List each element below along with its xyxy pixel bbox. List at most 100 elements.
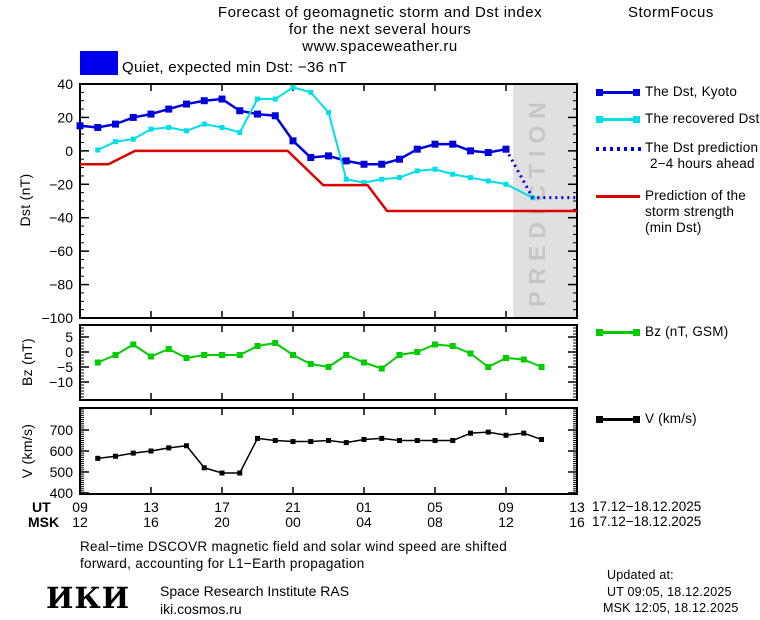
data-point-marker bbox=[432, 438, 438, 444]
data-point-marker bbox=[396, 352, 403, 358]
footer-note-line2: forward, accounting for L1−Earth propaga… bbox=[80, 556, 365, 571]
series-the-dst-prediction-2-4-hours-ahead bbox=[504, 148, 576, 200]
y-tick-label: 5 bbox=[65, 329, 73, 345]
data-point-marker bbox=[520, 356, 527, 363]
bz-marker-icon bbox=[633, 329, 640, 336]
data-point-marker bbox=[130, 450, 136, 456]
data-point-marker bbox=[343, 176, 349, 182]
data-point-marker bbox=[236, 107, 244, 115]
data-point-marker bbox=[236, 352, 243, 358]
legend-kyoto-label: The Dst, Kyoto bbox=[645, 84, 738, 99]
data-point-marker bbox=[201, 352, 208, 358]
data-point-marker bbox=[538, 364, 545, 370]
data-point-marker bbox=[113, 453, 118, 459]
kyoto-marker-icon bbox=[633, 89, 640, 96]
x-tick-label: 09 bbox=[498, 499, 514, 515]
legend-strength-line1: Prediction of the bbox=[645, 188, 746, 203]
recovered-marker-icon bbox=[633, 116, 640, 123]
bz-marker-icon bbox=[596, 329, 603, 336]
recovered-line-swatch-icon bbox=[596, 116, 640, 123]
x-tick-label: 12 bbox=[72, 514, 88, 530]
data-point-marker bbox=[290, 352, 296, 358]
data-point-marker bbox=[219, 470, 225, 476]
y-tick-label: 700 bbox=[50, 422, 74, 438]
data-point-marker bbox=[468, 175, 473, 181]
data-point-marker bbox=[414, 349, 421, 355]
data-point-marker bbox=[113, 139, 118, 145]
y-tick-label: −40 bbox=[49, 210, 73, 226]
data-point-marker bbox=[449, 343, 456, 349]
recovered-marker-icon bbox=[596, 116, 603, 123]
updated-label: Updated at: bbox=[607, 568, 674, 582]
data-point-marker bbox=[397, 438, 402, 444]
y-tick-label: −5 bbox=[57, 359, 73, 375]
data-point-marker bbox=[431, 140, 439, 148]
ut-row-label: UT bbox=[32, 499, 51, 515]
data-point-marker bbox=[414, 168, 420, 174]
data-point-marker bbox=[396, 155, 403, 163]
legend-prediction-line1: The Dst prediction bbox=[645, 140, 759, 155]
x-tick-label: 09 bbox=[72, 499, 88, 515]
data-point-marker bbox=[361, 436, 367, 442]
bz-line-swatch-icon bbox=[596, 329, 640, 336]
data-point-marker bbox=[272, 438, 278, 444]
data-point-marker bbox=[290, 439, 296, 445]
strength-line-swatch-icon bbox=[596, 195, 640, 198]
data-point-marker bbox=[218, 95, 226, 103]
data-point-marker bbox=[237, 470, 243, 476]
data-point-marker bbox=[112, 352, 119, 358]
data-point-marker bbox=[289, 137, 297, 145]
data-point-marker bbox=[378, 160, 386, 168]
v-axis-label: V (km/s) bbox=[19, 423, 35, 479]
data-point-marker bbox=[485, 429, 491, 435]
data-point-marker bbox=[450, 438, 456, 444]
legend-prediction-line2: 2−4 hours ahead bbox=[650, 156, 755, 171]
page-title-line2: for the next several hours bbox=[288, 21, 472, 38]
data-point-marker bbox=[413, 145, 421, 153]
data-point-marker bbox=[432, 341, 438, 348]
data-point-marker bbox=[183, 355, 190, 361]
prediction-band-label: PREDICTION bbox=[524, 95, 550, 307]
data-point-marker bbox=[450, 171, 456, 177]
y-tick-label: 0 bbox=[65, 143, 73, 159]
data-point-marker bbox=[254, 110, 261, 118]
status-text: Quiet, expected min Dst: −36 nT bbox=[122, 59, 347, 76]
data-point-marker bbox=[165, 105, 173, 113]
data-point-marker bbox=[379, 435, 385, 441]
data-point-marker bbox=[166, 124, 172, 130]
updated-msk: MSK 12:05, 18.12.2025 bbox=[603, 601, 739, 615]
data-point-marker bbox=[342, 157, 350, 165]
series-prediction-of-the-storm-strength-min-dst- bbox=[80, 149, 577, 213]
x-tick-label: 08 bbox=[427, 514, 443, 530]
data-point-marker bbox=[129, 113, 137, 121]
x-tick-label: 20 bbox=[214, 514, 230, 530]
x-tick-label: 12 bbox=[498, 514, 514, 530]
series-the-recovered-dst bbox=[97, 86, 534, 199]
data-point-marker bbox=[308, 89, 314, 95]
x-tick-label: 13 bbox=[143, 499, 159, 515]
data-point-marker bbox=[237, 129, 243, 135]
data-point-marker bbox=[255, 435, 260, 441]
x-tick-label: 13 bbox=[569, 499, 585, 515]
data-point-marker bbox=[308, 439, 314, 445]
legend-recovered-label: The recovered Dst bbox=[645, 111, 760, 126]
data-point-marker bbox=[325, 364, 332, 370]
y-tick-label: −10 bbox=[49, 374, 73, 390]
data-point-marker bbox=[484, 149, 492, 157]
data-point-marker bbox=[343, 440, 349, 446]
data-point-marker bbox=[414, 438, 420, 444]
data-point-marker bbox=[468, 430, 473, 436]
y-tick-label: 600 bbox=[50, 443, 74, 459]
data-point-marker bbox=[467, 350, 474, 357]
data-point-marker bbox=[449, 140, 457, 148]
data-point-marker bbox=[94, 123, 102, 131]
x-tick-label: 21 bbox=[285, 499, 301, 515]
msk-row-label: MSK bbox=[28, 514, 60, 530]
x-tick-label: 16 bbox=[569, 514, 585, 530]
data-point-marker bbox=[201, 121, 207, 127]
msk-date-range: 17.12−18.12.2025 bbox=[592, 514, 702, 529]
data-point-marker bbox=[272, 340, 279, 346]
data-point-marker bbox=[503, 355, 509, 361]
data-point-marker bbox=[360, 160, 368, 168]
